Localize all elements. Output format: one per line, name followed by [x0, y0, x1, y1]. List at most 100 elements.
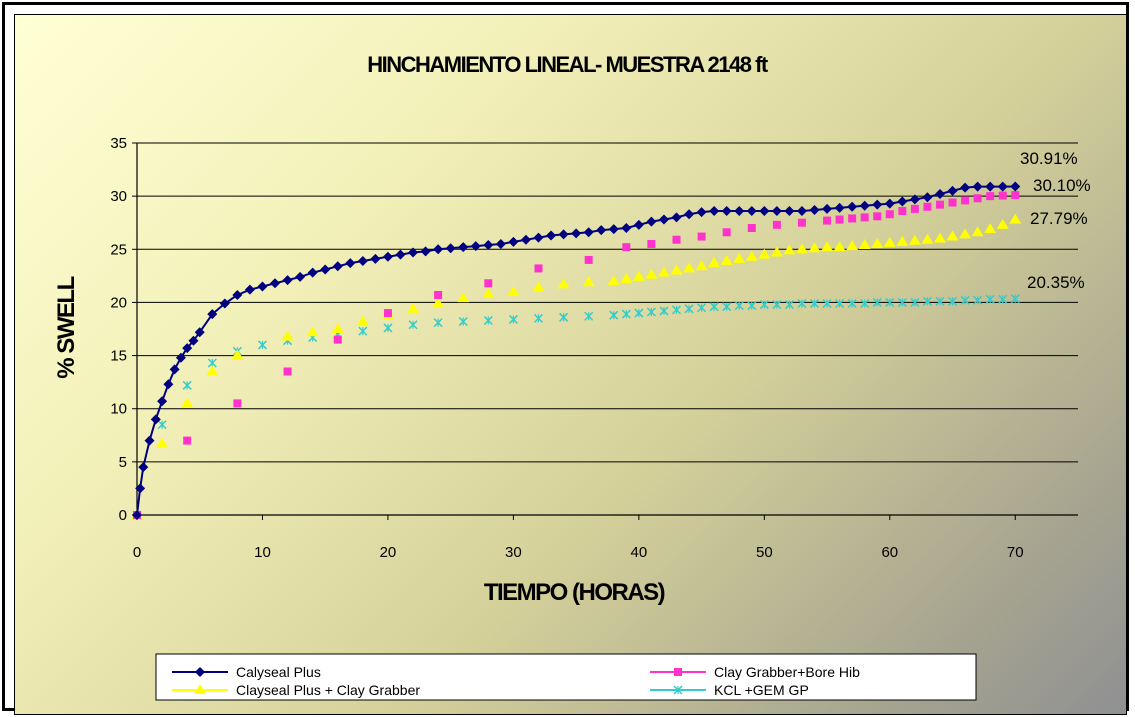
- series-group: [131, 181, 1022, 520]
- series-0-point-50: [684, 209, 695, 220]
- series-0-point-45: [621, 223, 632, 234]
- series-3-point-16: [533, 313, 544, 323]
- series-3-point-41: [885, 297, 895, 307]
- series-0-point-15: [244, 284, 255, 295]
- series-3-point-26: [697, 303, 707, 313]
- series-2-point-22: [657, 266, 670, 277]
- series-3-point-22: [646, 307, 656, 317]
- series-2-point-33: [795, 243, 808, 254]
- series-3-point-28: [722, 302, 732, 312]
- legend-item-3: KCL +GEM GP: [650, 682, 809, 698]
- series-0-point-34: [483, 240, 494, 251]
- y-axis-title: % SWELL: [53, 276, 80, 378]
- tick-label-y-5: 5: [119, 454, 127, 471]
- series-0-point-12: [207, 309, 218, 320]
- series-1-point-5: [383, 309, 392, 318]
- series-3-point-10: [383, 323, 393, 333]
- legend-swatch-marker-3: [673, 685, 683, 695]
- series-3-point-47: [960, 295, 970, 305]
- series-3-point-39: [860, 298, 870, 309]
- series-3-point-46: [948, 296, 958, 306]
- series-2-point-17: [582, 276, 595, 287]
- series-2-point-37: [846, 240, 859, 251]
- series-1-point-21: [860, 213, 869, 222]
- legend-label-0: Calyseal Plus: [236, 664, 321, 680]
- series-0-point-75: [997, 181, 1008, 192]
- series-2-point-29: [745, 250, 758, 261]
- series-2-point-7: [331, 323, 344, 333]
- series-0-point-61: [822, 203, 833, 214]
- series-2-point-38: [858, 239, 871, 250]
- series-0-point-62: [834, 202, 845, 213]
- series-0-point-37: [520, 234, 531, 245]
- series-2-point-41: [896, 235, 909, 246]
- series-1-point-11: [647, 239, 656, 248]
- end-labels: 30.91% 30.10% 27.79% 20.35%: [1020, 149, 1091, 292]
- series-3-point-32: [772, 300, 782, 310]
- series-3-point-5: [257, 340, 267, 350]
- series-0-point-58: [784, 206, 795, 217]
- legend-item-1: Clay Grabber+Bore Hib: [650, 664, 860, 680]
- series-3-point-31: [759, 300, 769, 310]
- series-1-point-2: [233, 399, 242, 408]
- series-0-point-69: [922, 192, 933, 203]
- series-2-point-36: [833, 241, 846, 252]
- legend-swatch-marker-1: [674, 668, 682, 676]
- series-3-point-44: [922, 296, 932, 306]
- series-2-point-35: [821, 241, 834, 252]
- series-1-point-16: [772, 220, 781, 229]
- series-3-point-42: [897, 297, 907, 307]
- series-1-point-28: [948, 198, 957, 207]
- plot-border: [136, 143, 1078, 516]
- series-0-point-43: [596, 225, 607, 236]
- series-0-point-2: [138, 462, 149, 473]
- series-1-point-9: [584, 255, 593, 264]
- legend-item-2: Clayseal Plus + Clay Grabber: [172, 682, 420, 698]
- series-1-point-4: [333, 335, 342, 344]
- series-2-point-50: [1009, 213, 1022, 224]
- series-0-point-33: [470, 241, 481, 252]
- series-1-point-27: [935, 200, 944, 209]
- series-2-point-24: [683, 262, 696, 273]
- series-1-point-1: [183, 436, 192, 445]
- series-3-point-24: [671, 305, 682, 315]
- chart-area: [14, 14, 1127, 715]
- series-0-point-36: [508, 236, 519, 247]
- end-label-3: 20.35%: [1027, 273, 1085, 292]
- series-0-point-28: [408, 247, 419, 258]
- series-2-point-23: [670, 264, 683, 275]
- series-0-point-42: [583, 227, 594, 238]
- end-label-0: 30.91%: [1020, 149, 1078, 168]
- series-0-point-39: [546, 230, 557, 241]
- tick-label-x-10: 10: [254, 544, 271, 561]
- series-2-point-15: [532, 281, 545, 292]
- series-3-point-15: [508, 314, 518, 324]
- series-3-point-21: [634, 308, 644, 318]
- series-3-point-17: [559, 312, 569, 322]
- series-1-point-13: [697, 232, 706, 241]
- series-3-point-45: [935, 296, 945, 306]
- series-3-point-12: [433, 318, 443, 328]
- legend-label-1: Clay Grabber+Bore Hib: [714, 664, 860, 680]
- series-2-point-32: [783, 244, 796, 255]
- series-1-point-22: [873, 212, 882, 221]
- series-2-point-26: [708, 257, 721, 268]
- series-0-point-70: [934, 189, 945, 200]
- series-3-point-18: [584, 311, 594, 321]
- series-3-point-33: [784, 300, 794, 310]
- series-1-point-31: [986, 192, 995, 201]
- series-2-point-39: [871, 237, 884, 248]
- series-1-point-29: [961, 196, 970, 205]
- series-0-point-13: [219, 298, 230, 309]
- series-0-point-1: [135, 483, 146, 494]
- series-0-point-21: [320, 264, 331, 275]
- series-0-point-38: [533, 232, 544, 243]
- series-2-point-46: [959, 228, 972, 239]
- series-1-point-26: [923, 202, 932, 211]
- series-0-point-25: [370, 253, 381, 264]
- tick-label-x-0: 0: [133, 544, 141, 561]
- series-0-point-24: [357, 255, 368, 266]
- series-1-point-32: [998, 191, 1007, 200]
- series-0-point-6: [163, 379, 174, 390]
